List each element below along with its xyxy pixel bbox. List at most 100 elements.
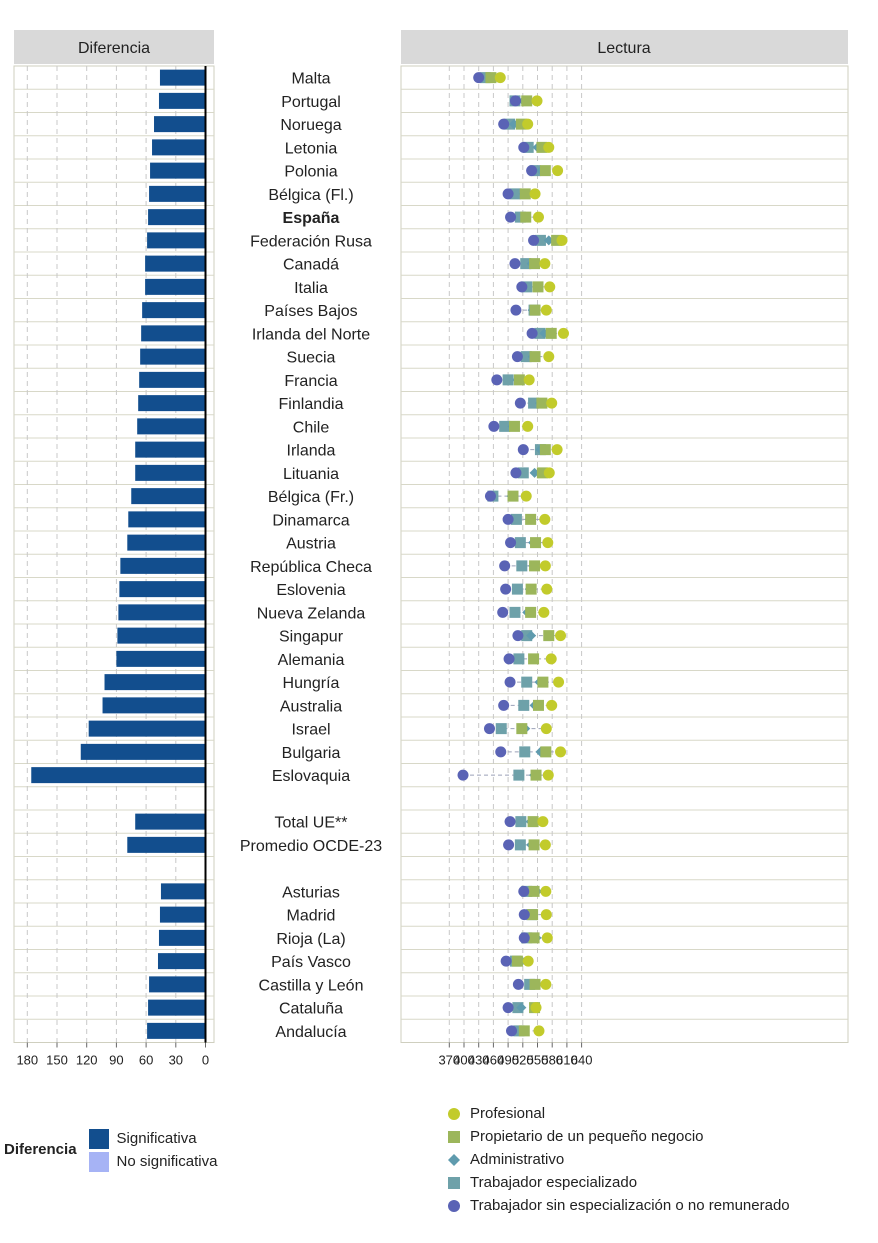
lectura-dot-trabajador <box>509 95 521 107</box>
lectura-dot-profesional <box>543 351 555 363</box>
diferencia-bar <box>148 209 206 226</box>
legend-label-no-significativa: No significativa <box>116 1153 218 1170</box>
lectura-dot-profesional <box>546 699 558 711</box>
legend-label-propietario: Propietario de un pequeño negocio <box>470 1128 704 1145</box>
lectura-dot-propietario <box>539 165 551 177</box>
diferencia-panel-header <box>14 30 214 64</box>
lectura-dot-profesional <box>530 1002 542 1014</box>
country-label: Cataluña <box>279 1001 343 1018</box>
lectura-dot-propietario <box>530 769 542 781</box>
lectura-dot-trabajador <box>506 1025 518 1037</box>
lectura-dot-trabajador <box>517 467 529 479</box>
legend-item-administrativo: Administrativo <box>444 1148 790 1171</box>
lectura-dot-propietario <box>530 537 542 549</box>
diferencia-bar <box>117 627 206 644</box>
diferencia-bar <box>145 255 206 272</box>
diferencia-tick-label: 60 <box>139 1053 153 1068</box>
legend-swatch-no-significativa <box>88 1151 109 1172</box>
legend-item-propietario: Propietario de un pequeño negocio <box>444 1125 790 1148</box>
diferencia-bar <box>118 604 206 621</box>
lectura-dot-trabajador <box>518 141 530 153</box>
diferencia-bar <box>127 836 206 853</box>
legend-label-sin-especializacion: Trabajador sin especialización o no remu… <box>470 1197 790 1214</box>
lectura-dot-trabajador <box>528 234 540 246</box>
diferencia-tick-label: 120 <box>76 1053 98 1068</box>
lectura-dot-profesional <box>532 211 544 223</box>
lectura-tick-label: 610 <box>556 1053 578 1068</box>
lectura-dot-profesional <box>552 165 564 177</box>
diferencia-tick-label: 180 <box>16 1053 38 1068</box>
lectura-dot-trabajador <box>510 467 522 479</box>
country-label: España <box>283 210 340 227</box>
country-label: Polonia <box>284 164 337 181</box>
lectura-dot-propietario <box>528 885 540 897</box>
lectura-dot-propietario <box>536 397 548 409</box>
lectura-dot-trabajador <box>502 513 514 525</box>
diferencia-bar <box>127 534 206 551</box>
legend-label-administrativo: Administrativo <box>470 1151 565 1168</box>
lectura-dot-profesional <box>540 723 552 735</box>
lectura-dot-propietario <box>529 351 541 363</box>
country-label: Italia <box>294 280 328 297</box>
lectura-dot-profesional <box>529 188 541 200</box>
lectura-dot-trabajador <box>513 653 525 665</box>
country-label: Asturias <box>282 884 340 901</box>
country-label: Total UE** <box>275 815 348 832</box>
lectura-tick-label: 550 <box>527 1053 549 1068</box>
lectura-dot-profesional <box>540 304 552 316</box>
diferencia-bar <box>147 232 206 249</box>
lectura-dot-profesional <box>555 746 567 758</box>
lectura-dot-profesional <box>540 978 552 990</box>
lectura-dot-trabajador <box>497 606 509 618</box>
legend-marker-sin-especializacion <box>448 1199 460 1212</box>
country-label: Malta <box>291 71 330 88</box>
country-label: Dinamarca <box>272 512 349 529</box>
lectura-dot-propietario <box>528 653 540 665</box>
legend-marker-administrativo <box>448 1153 460 1166</box>
diferencia-bar <box>31 767 206 784</box>
country-label: Irlanda <box>287 443 336 460</box>
country-label: Hungría <box>283 675 340 692</box>
country-label: Bélgica (Fl.) <box>268 187 353 204</box>
lectura-dot-profesional <box>538 606 550 618</box>
lectura-dot-propietario <box>528 932 540 944</box>
lectura-dot-trabajador <box>502 374 514 386</box>
country-label: Promedio OCDE-23 <box>240 838 382 855</box>
lectura-dot-trabajador <box>505 537 517 549</box>
lectura-dot-propietario <box>527 909 539 921</box>
diferencia-bar <box>88 720 206 737</box>
lectura-panel-title: Lectura <box>597 40 650 57</box>
lectura-dot-profesional <box>555 630 567 642</box>
lectura-dot-trabajador <box>512 978 524 990</box>
country-label: Bulgaria <box>282 745 341 762</box>
lectura-dot-profesional <box>531 95 543 107</box>
lectura-dot-profesional <box>545 653 557 665</box>
diferencia-bar <box>139 371 206 388</box>
lectura-dot-trabajador <box>504 676 516 688</box>
lectura-dot-profesional <box>542 769 554 781</box>
country-label: Eslovenia <box>276 582 345 599</box>
lectura-dot-profesional <box>522 955 534 967</box>
diferencia-bar <box>140 348 206 365</box>
lectura-dot-trabajador <box>503 653 515 665</box>
lectura-dot-trabajador <box>526 327 538 339</box>
country-label: Irlanda del Norte <box>252 326 370 343</box>
legend-marker-propietario <box>448 1130 460 1143</box>
lectura-dot-trabajador <box>505 211 517 223</box>
diferencia-bar <box>119 581 206 598</box>
lectura-dot-propietario <box>528 839 540 851</box>
diferencia-panel-title: Diferencia <box>78 40 150 57</box>
lectura-dot-trabajador <box>534 234 546 246</box>
diferencia-bar <box>104 674 206 691</box>
lectura-dot-propietario <box>508 420 520 432</box>
lectura-dot-trabajador <box>513 769 525 781</box>
country-label: Suecia <box>287 350 336 367</box>
lectura-tick-label: 640 <box>571 1053 593 1068</box>
legend-item-sin-especializacion: Trabajador sin especialización o no remu… <box>444 1194 790 1217</box>
lectura-dot-trabajador <box>484 490 496 502</box>
legend-label-significativa: Significativa <box>116 1130 197 1147</box>
lectura-dot-profesional <box>539 560 551 572</box>
country-label: República Checa <box>250 559 372 576</box>
lectura-tick-label: 580 <box>541 1053 563 1068</box>
lectura-dot-trabajador <box>520 351 532 363</box>
